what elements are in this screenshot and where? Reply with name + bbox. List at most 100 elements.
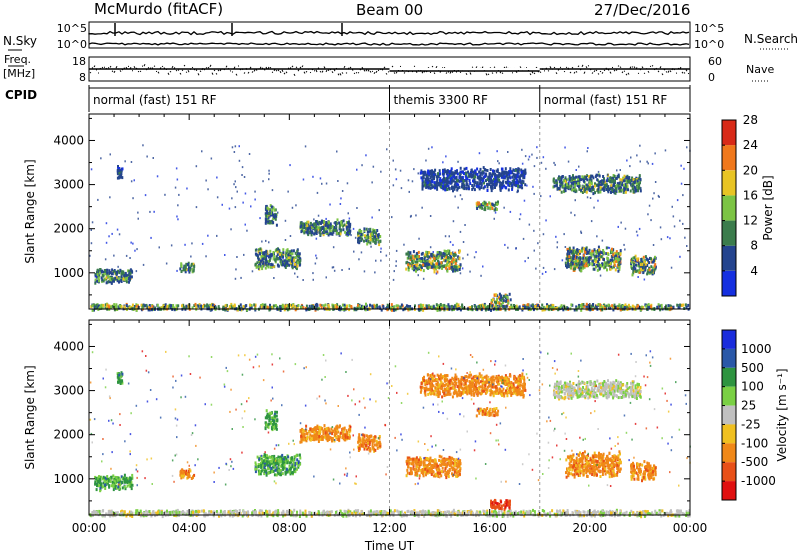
scatter-cell bbox=[426, 265, 429, 269]
scatter-cell bbox=[474, 180, 477, 184]
scatter-cell bbox=[519, 174, 522, 178]
scatter-cell bbox=[276, 250, 279, 254]
scatter-cell bbox=[632, 269, 635, 273]
noise-cell bbox=[195, 165, 198, 168]
scatter-cell bbox=[491, 510, 493, 514]
scatter-cell bbox=[638, 271, 641, 274]
scatter-cell bbox=[194, 302, 197, 306]
scatter-cell bbox=[98, 509, 101, 513]
noise-cell bbox=[461, 198, 463, 201]
scatter-cell bbox=[502, 299, 505, 303]
scatter-cell bbox=[596, 183, 598, 187]
scatter-cell bbox=[490, 205, 493, 209]
noise-cell bbox=[432, 251, 434, 253]
scatter-cell bbox=[394, 308, 397, 312]
scatter-cell bbox=[581, 249, 584, 253]
noise-cell bbox=[513, 181, 515, 184]
scatter-cell bbox=[543, 305, 546, 309]
scatter-cell bbox=[599, 303, 602, 307]
scatter-cell bbox=[560, 178, 563, 182]
scatter-cell bbox=[431, 262, 434, 266]
scatter-cell bbox=[120, 270, 123, 274]
noise-cell bbox=[427, 261, 429, 264]
scatter-cell bbox=[483, 206, 486, 210]
nsky-tick-bottom: 10^0 bbox=[57, 38, 87, 51]
noise-cell bbox=[478, 152, 481, 155]
scatter-cell bbox=[509, 167, 512, 171]
noise-cell bbox=[174, 186, 177, 189]
scatter-cell bbox=[135, 308, 138, 312]
scatter-cell bbox=[105, 512, 108, 516]
scatter-cell bbox=[447, 175, 450, 179]
scatter-cell bbox=[585, 264, 588, 268]
scatter-cell bbox=[428, 262, 431, 266]
noise-cell bbox=[429, 215, 432, 217]
scatter-cell bbox=[328, 220, 330, 224]
scatter-cell bbox=[568, 175, 571, 178]
scatter-cell bbox=[570, 184, 573, 188]
scatter-cell bbox=[479, 167, 482, 171]
noise-cell bbox=[261, 240, 263, 243]
scatter-cell bbox=[507, 180, 510, 184]
scatter-cell bbox=[618, 186, 621, 190]
scatter-cell bbox=[522, 175, 525, 179]
scatter-cell bbox=[267, 221, 270, 225]
scatter-cell bbox=[320, 306, 323, 309]
noise-cell bbox=[545, 271, 547, 273]
noise-cell bbox=[313, 218, 315, 221]
scatter-cell bbox=[485, 179, 487, 183]
scatter-cell bbox=[449, 179, 452, 183]
scatter-cell bbox=[612, 176, 615, 180]
scatter-cell bbox=[309, 226, 311, 230]
scatter-cell bbox=[199, 306, 202, 310]
scatter-cell bbox=[473, 176, 475, 180]
noise-cell bbox=[385, 254, 388, 257]
scatter-cell bbox=[120, 305, 123, 309]
scatter-cell bbox=[602, 186, 605, 190]
noise-cell bbox=[341, 269, 343, 271]
scatter-cell bbox=[488, 304, 491, 308]
scatter-cell bbox=[187, 263, 190, 267]
scatter-cell bbox=[483, 200, 486, 204]
scatter-cell bbox=[469, 306, 472, 309]
scatter-cell bbox=[637, 189, 639, 193]
noise-cell bbox=[231, 146, 234, 149]
scatter-cell bbox=[623, 188, 626, 192]
noise-cell bbox=[498, 162, 500, 165]
scatter-cell bbox=[637, 264, 640, 268]
scatter-cell bbox=[464, 174, 467, 178]
noise-cell bbox=[648, 204, 651, 207]
scatter-cell bbox=[566, 183, 569, 187]
scatter-cell bbox=[570, 181, 573, 185]
scatter-cell bbox=[567, 177, 570, 181]
scatter-cell bbox=[272, 304, 275, 308]
scatter-cell bbox=[409, 251, 412, 255]
scatter-cell bbox=[625, 180, 628, 184]
scatter-cell bbox=[475, 205, 478, 209]
scatter-cell bbox=[120, 169, 123, 173]
scatter-cell bbox=[181, 304, 183, 308]
noise-cell bbox=[553, 161, 555, 164]
scatter-cell bbox=[424, 181, 427, 185]
noise-cell bbox=[482, 265, 484, 268]
scatter-cell bbox=[428, 251, 431, 255]
scatter-cell bbox=[571, 180, 574, 184]
scatter-cell bbox=[346, 514, 349, 518]
noise-cell bbox=[545, 167, 547, 170]
scatter-cell bbox=[519, 185, 522, 189]
scatter-cell bbox=[316, 222, 319, 226]
noise-cell bbox=[574, 214, 576, 217]
scatter-cell bbox=[642, 271, 645, 275]
scatter-cell bbox=[564, 261, 567, 265]
noise-cell bbox=[537, 242, 539, 245]
scatter-cell bbox=[442, 254, 445, 257]
scatter-cell bbox=[275, 305, 278, 309]
scatter-cell bbox=[335, 222, 338, 226]
scatter-cell bbox=[420, 259, 422, 263]
scatter-cell bbox=[445, 264, 447, 268]
scatter-cell bbox=[624, 183, 627, 187]
scatter-cell bbox=[372, 234, 375, 238]
scatter-cell bbox=[624, 185, 627, 189]
scatter-cell bbox=[646, 272, 649, 276]
scatter-cell bbox=[429, 169, 432, 173]
